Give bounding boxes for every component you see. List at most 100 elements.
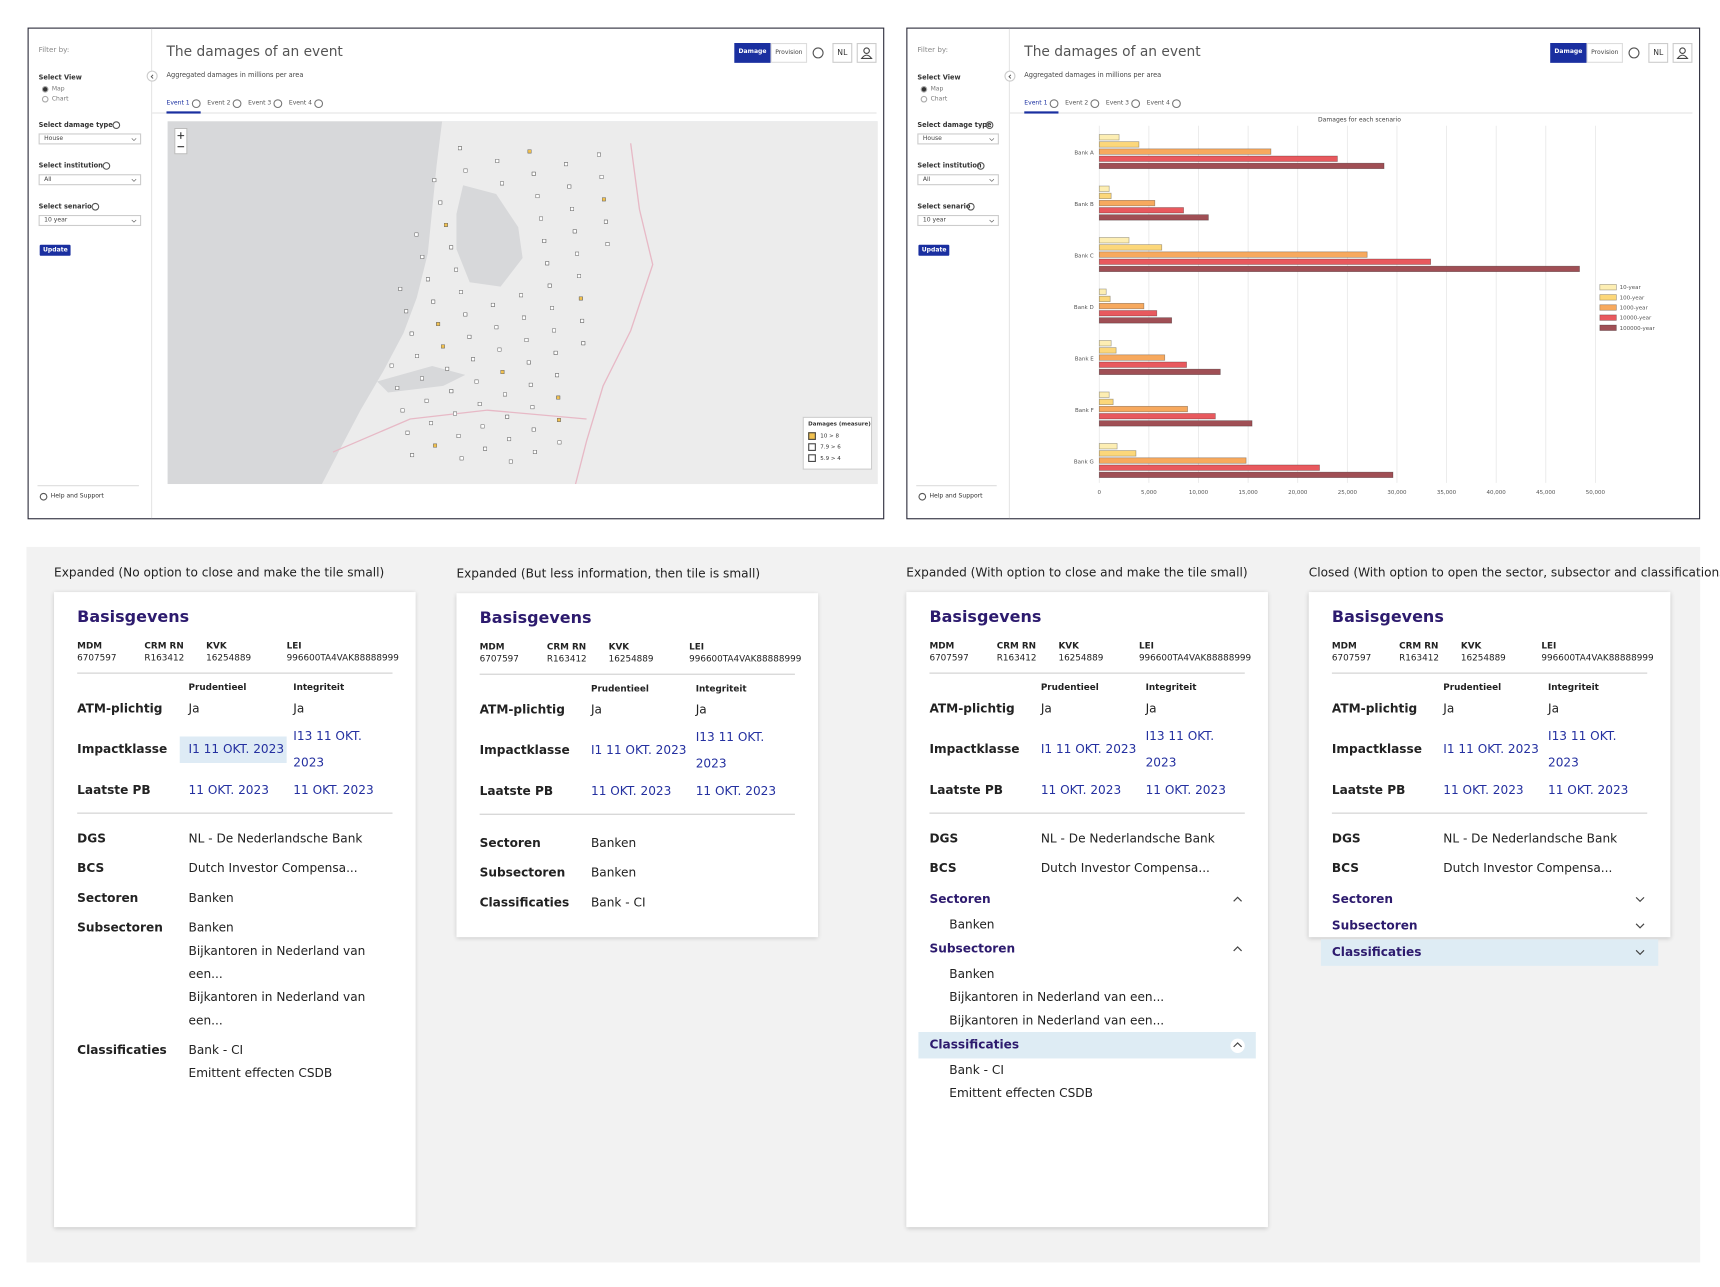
row-label: Impactklasse [929,741,1020,757]
legend-label: 10-year [1620,285,1642,291]
collapsible-header[interactable]: Sectoren [918,886,1255,912]
update-button[interactable]: Update [39,244,72,256]
zoom-icons[interactable] [175,129,186,153]
identifier-value: 16254889 [1460,652,1506,663]
identifier-label: KVK [1460,640,1482,651]
event-tab[interactable]: Event 3 [1106,99,1141,111]
language-button[interactable]: NL [1648,42,1669,63]
legend-swatch [808,443,816,451]
legend-item: 10 > 8 [808,432,866,440]
section-values: Bank - CI Emittent effecten CSDB [189,1039,393,1085]
event-tab[interactable]: Event 3 [248,99,283,111]
select-box[interactable]: All [38,174,142,186]
toggle-button[interactable]: Provision [1586,42,1623,63]
row-label: Laatste PB [479,783,554,798]
legend-swatch [1599,294,1617,301]
toggle-button[interactable]: Damage [1550,42,1587,63]
row-value[interactable]: 11 OKT. 2023 [188,782,269,797]
row-value[interactable]: 11 OKT. 2023 [1547,782,1629,797]
event-tab[interactable]: Event 2 [207,99,242,111]
info-icon [112,121,121,129]
damage-cell [503,392,507,397]
chevron [1635,950,1645,956]
bar [1098,200,1156,207]
info-icon [273,99,283,109]
row-value[interactable]: I1 11 OKT. 2023 [590,742,687,758]
damage-cell [463,312,468,317]
identifier-value: R163412 [546,653,587,664]
row-value[interactable]: 11 OKT. 2023 [590,783,672,798]
collapse-button[interactable] [146,70,158,82]
collapsible-header[interactable]: Subsectoren [918,936,1255,962]
section-values: Dutch Investor Compensa... [1443,857,1647,880]
radio-label: Chart [51,95,69,103]
radio-option[interactable]: Chart [920,95,947,103]
row-value[interactable]: 11 OKT. 2023 [293,782,374,797]
row-value[interactable]: I1 11 OKT. 2023 [179,736,287,764]
radio-option[interactable]: Chart [41,95,69,103]
bar [1098,340,1112,347]
select-box[interactable]: House [38,133,142,145]
identifier-label: MDM [929,640,955,651]
row-value[interactable]: I13 11 OKT. 2023 [293,728,362,770]
row-value[interactable]: 11 OKT. 2023 [1443,782,1524,797]
help-link[interactable]: Help and Support [50,492,104,500]
row-value[interactable]: I1 11 OKT. 2023 [1443,741,1539,757]
bar [1098,244,1163,251]
event-tab[interactable]: Event 1 [1024,99,1059,114]
chevron-line [131,178,137,182]
row-value[interactable]: I13 11 OKT. 2023 [1145,728,1215,770]
damage-cell [530,405,535,410]
x-tick-label: 30,000 [1387,490,1407,496]
section-value: Banken [590,865,637,880]
language-button[interactable]: NL [832,42,853,63]
chevron [1635,897,1645,903]
y-tick-label: Bank E [1075,356,1095,362]
damage-cell [483,446,488,451]
radio-option[interactable]: Map [920,85,943,93]
tile-title: Basisgevens [479,609,592,628]
section-value: NL - De Nederlandsche Bank [188,831,363,846]
radio-option[interactable]: Map [41,85,65,93]
chevron [131,137,137,141]
row-value[interactable]: 11 OKT. 2023 [695,783,777,798]
chevron-line [989,219,995,223]
section-value: Banken [949,966,995,982]
section-value: Dutch Investor Compensa... [188,861,358,876]
select-box[interactable]: All [917,174,999,186]
collapsible-header[interactable]: Classificaties [918,1031,1256,1059]
identifier-label: LEI [1138,640,1154,651]
toggle-button[interactable]: Damage [734,42,771,63]
select-box[interactable]: 10 year [917,214,999,227]
divider [1331,672,1648,674]
identifier-label: CRM RN [1399,640,1439,651]
row-value[interactable]: I1 11 OKT. 2023 [1040,741,1137,757]
collapsible-header[interactable]: Classificaties [1320,939,1659,966]
toggle-button[interactable]: Provision [770,42,808,63]
bar [1098,398,1114,405]
user-button[interactable] [856,42,877,63]
collapsible-header[interactable]: Subsectoren [1321,913,1658,939]
row-value[interactable]: I13 11 OKT. 2023 [1547,728,1617,770]
collapsible-header[interactable]: Sectoren [1321,886,1658,912]
damage-cell [542,239,547,243]
help-link[interactable]: Help and Support [929,492,983,500]
user-button[interactable] [1672,42,1693,63]
row-value[interactable]: 11 OKT. 2023 [1040,782,1122,797]
section-row: DGS NL - De Nederlandsche Bank [1332,827,1647,850]
select-box[interactable]: House [917,133,999,145]
row-value[interactable]: 11 OKT. 2023 [1145,782,1226,797]
page-title: The damages of an event [1024,42,1201,60]
update-button[interactable]: Update [918,244,950,256]
event-tab[interactable]: Event 1 [166,99,201,114]
bar [1098,391,1110,398]
event-tab[interactable]: Event 4 [1147,99,1181,111]
row-value[interactable]: I13 11 OKT. 2023 [695,729,765,771]
identifier-label: MDM [77,640,103,651]
event-tab[interactable]: Event 4 [289,99,324,111]
collapse-button[interactable] [1004,70,1016,82]
damage-cell [570,207,574,211]
select-box[interactable]: 10 year [38,214,142,227]
event-tab[interactable]: Event 2 [1065,99,1100,111]
